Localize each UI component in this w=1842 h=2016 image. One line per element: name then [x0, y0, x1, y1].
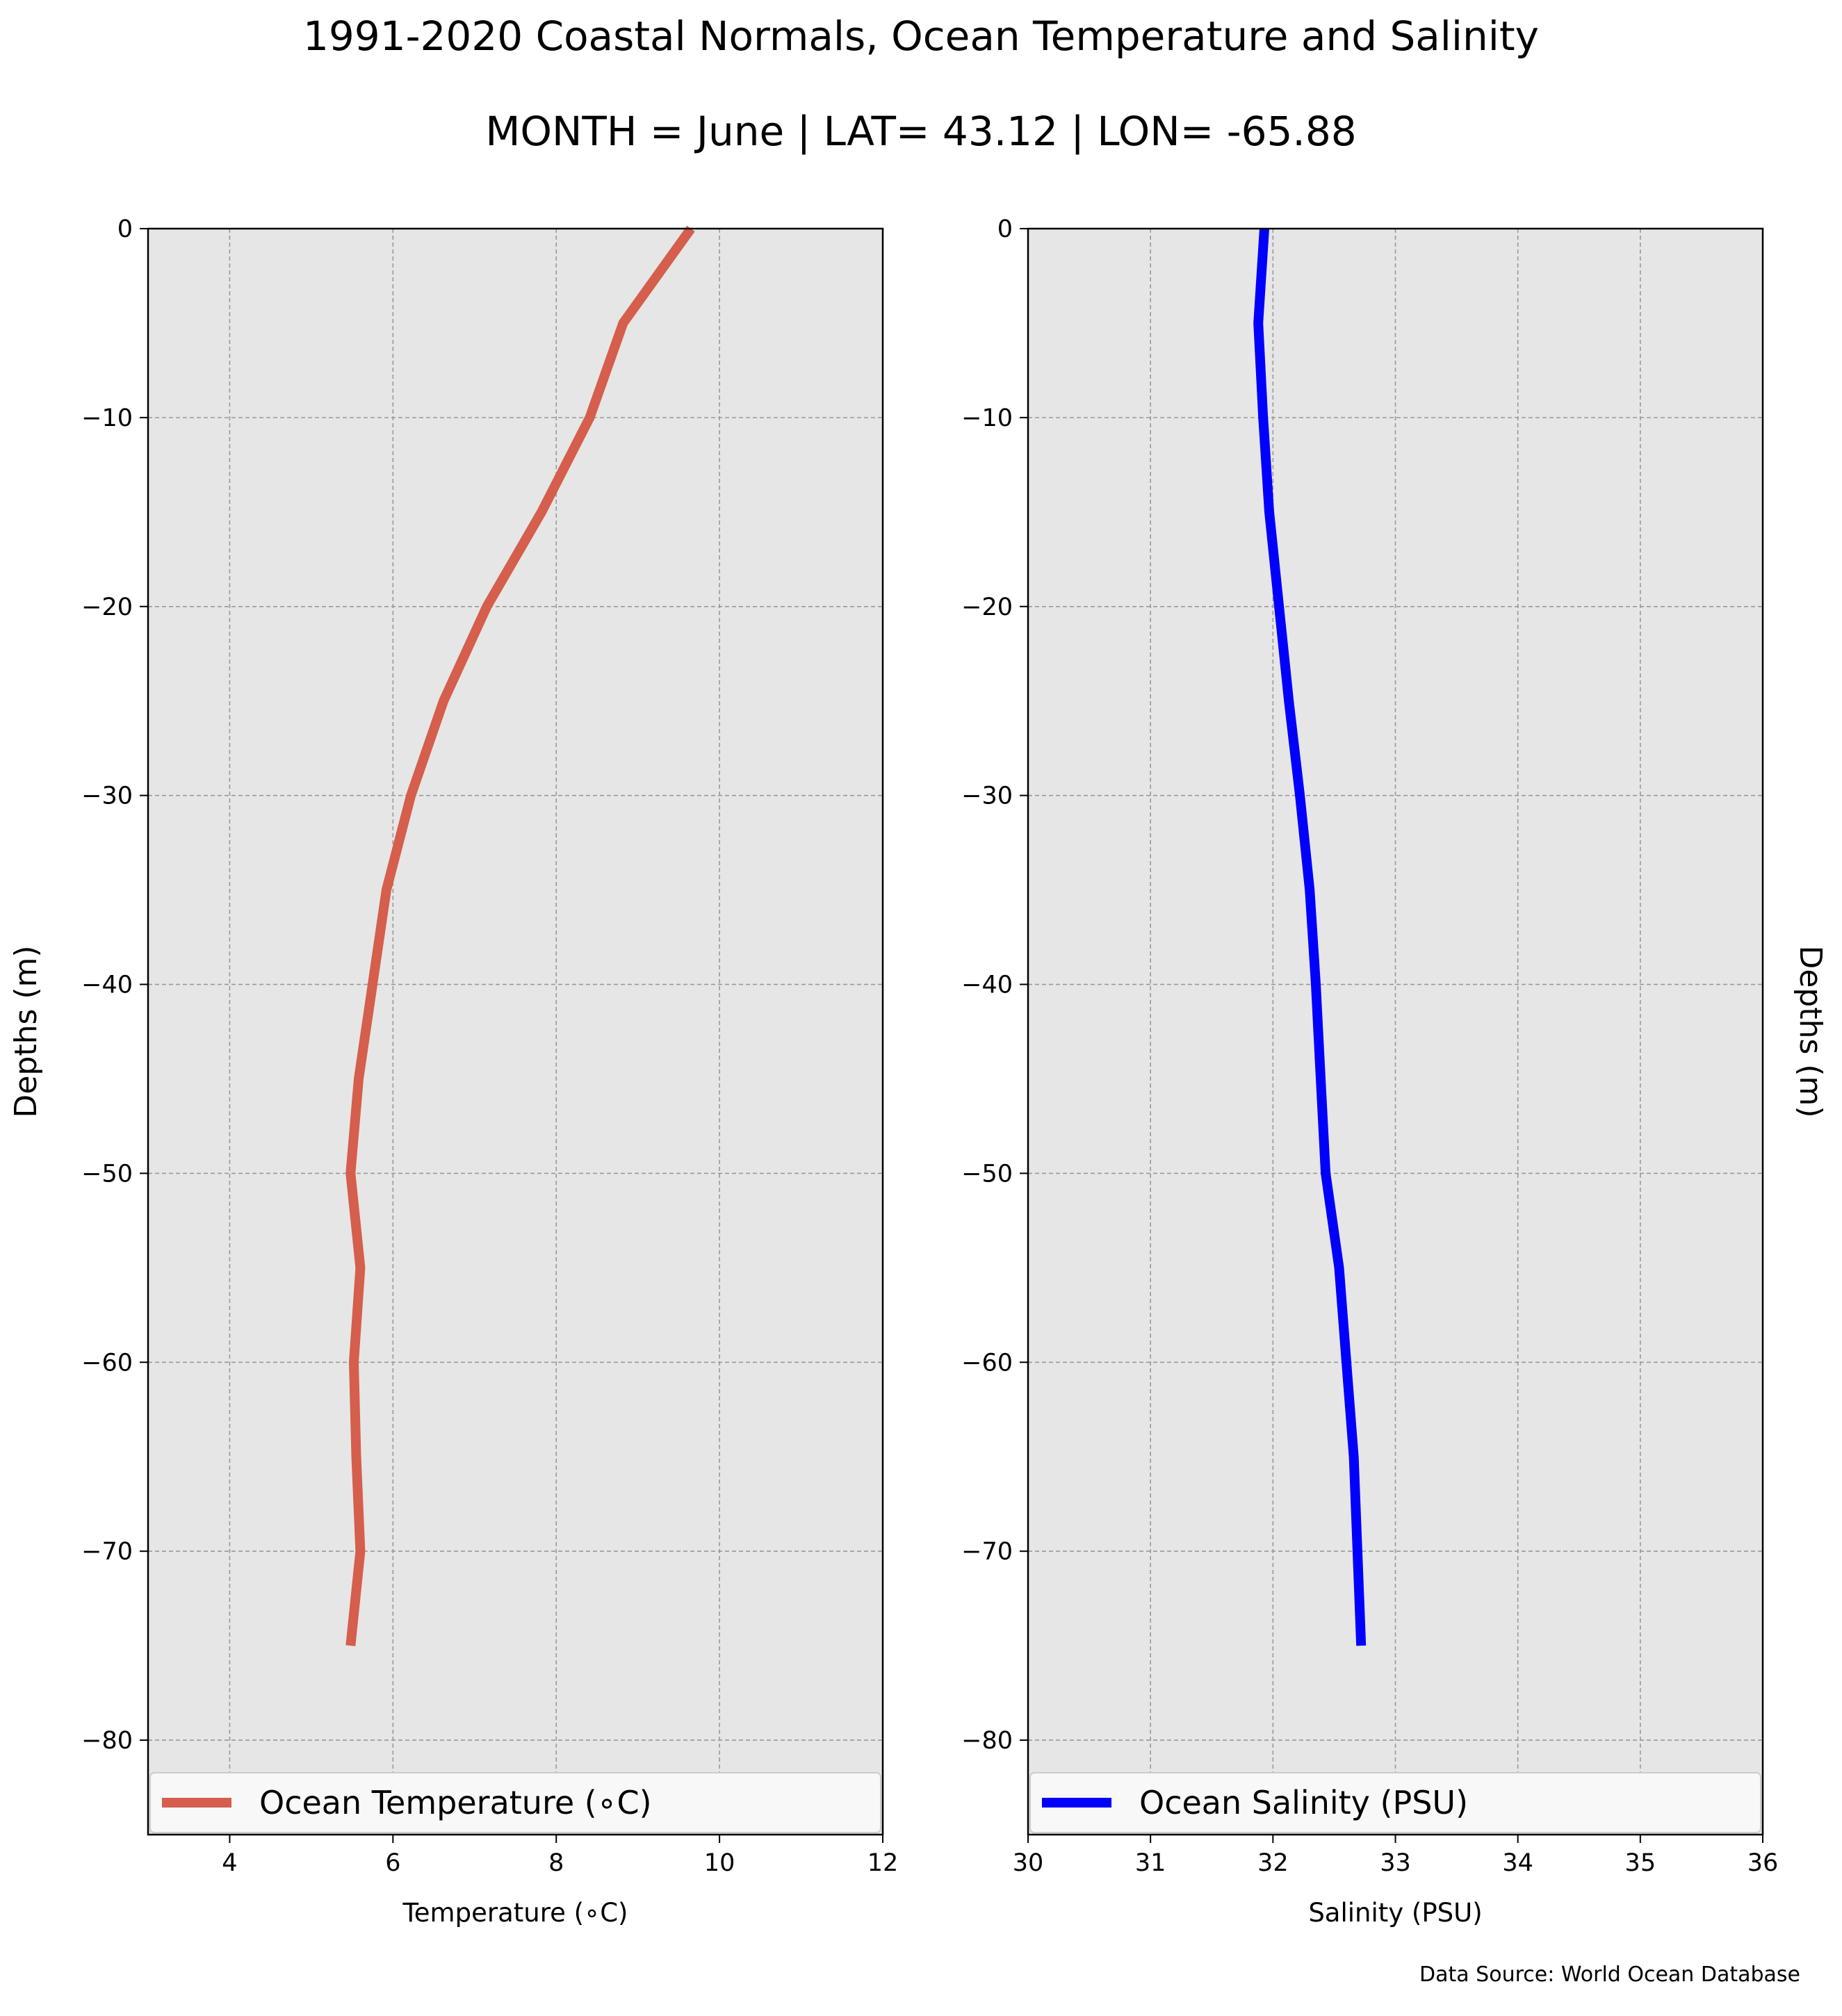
temperature-ytick-label: −30 — [81, 782, 133, 810]
salinity-xtick-label: 34 — [1502, 1849, 1533, 1877]
salinity-legend-label: Ocean Salinity (PSU) — [1139, 1784, 1468, 1821]
data-source-note: Data Source: World Ocean Database — [1419, 1962, 1800, 1987]
temperature-xaxis-label: Temperature (∘C) — [402, 1898, 628, 1928]
temperature-ytick-label: −60 — [81, 1349, 133, 1377]
salinity-ytick-label: −80 — [961, 1727, 1013, 1755]
salinity-xaxis-label: Salinity (PSU) — [1308, 1898, 1482, 1928]
temperature-axes-frame — [147, 227, 884, 1836]
temperature-ytick-label: −40 — [81, 972, 133, 999]
salinity-legend-box — [1029, 1772, 1761, 1833]
temperature-legend-label: Ocean Temperature (∘C) — [259, 1784, 652, 1821]
salinity-xtick-label: 31 — [1135, 1849, 1166, 1877]
temperature-xtick-label: 6 — [385, 1849, 400, 1877]
salinity-ytick-label: 0 — [997, 215, 1013, 243]
temperature-xtick-label: 10 — [704, 1849, 735, 1877]
temperature-legend: Ocean Temperature (∘C) — [149, 1772, 881, 1833]
salinity-xtick-label: 33 — [1380, 1849, 1411, 1877]
salinity-xtick-label: 36 — [1747, 1849, 1779, 1877]
temperature-ytick-label: −70 — [81, 1538, 133, 1566]
temperature-ytick-label: 0 — [117, 215, 133, 243]
temperature-legend-box — [149, 1772, 881, 1833]
salinity-xtick-label: 35 — [1625, 1849, 1656, 1877]
salinity-xtick-label: 30 — [1013, 1849, 1044, 1877]
temperature-series-line — [345, 225, 695, 1646]
chart-title: 1991-2020 Coastal Normals, Ocean Tempera… — [303, 13, 1539, 60]
temperature-xtick-label: 12 — [867, 1849, 899, 1877]
salinity-series-line — [1253, 228, 1367, 1646]
salinity-ytick-label: −70 — [961, 1538, 1013, 1566]
salinity-ytick-label: −50 — [961, 1160, 1013, 1188]
temperature-xtick-label: 4 — [222, 1849, 237, 1877]
salinity-panel: Ocean Salinity (PSU) 30 31 32 33 34 35 36 0 −10 −2… — [961, 215, 1828, 1928]
salinity-ytick-label: −40 — [961, 972, 1013, 999]
chart-subtitle: MONTH = June | LAT= 43.12 | LON= -65.88 — [485, 108, 1357, 155]
temperature-ytick-label: −10 — [81, 404, 133, 432]
temperature-panel: Ocean Temperature (∘C) 4 6 8 10 12 0 −10 −20 −30 −… — [8, 215, 898, 1928]
salinity-xtick-label: 32 — [1257, 1849, 1289, 1877]
temperature-ytick-label: −50 — [81, 1160, 133, 1188]
temperature-plot-background — [148, 229, 883, 1835]
temperature-ytick-label: −20 — [81, 593, 133, 621]
salinity-legend: Ocean Salinity (PSU) — [1029, 1772, 1761, 1833]
salinity-yaxis-label: Depths (m) — [1793, 945, 1828, 1117]
temperature-yaxis-label: Depths (m) — [8, 945, 44, 1117]
salinity-ytick-label: −60 — [961, 1349, 1013, 1377]
temperature-xtick-label: 8 — [548, 1849, 564, 1877]
temperature-ytick-label: −80 — [81, 1727, 133, 1755]
salinity-ytick-label: −10 — [961, 404, 1013, 432]
salinity-ytick-label: −30 — [961, 782, 1013, 810]
salinity-ytick-label: −20 — [961, 593, 1013, 621]
